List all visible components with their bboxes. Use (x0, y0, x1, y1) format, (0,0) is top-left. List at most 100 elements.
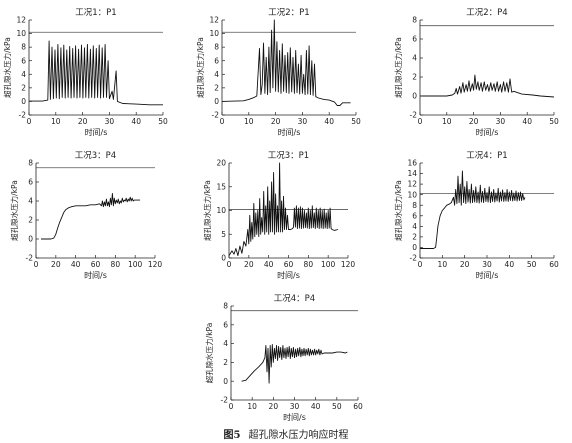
series-line-1 (420, 170, 526, 249)
y-tick-label: 6 (412, 35, 417, 44)
chart-1: 0 10 20 30 40 50-2024681012工况1：P1时间/s超孔隙水压力/k… (2, 8, 168, 137)
x-axis-label: 时间/s (278, 127, 301, 137)
y-tick-label: 0 (223, 377, 228, 386)
x-tick-label: 100 (321, 260, 336, 269)
x-tick-label: 40 (71, 260, 81, 269)
y-tick-label: 0 (412, 243, 417, 252)
x-tick-label: 50 (351, 117, 361, 126)
y-tick-label: 20 (216, 159, 226, 168)
y-tick-label: 12 (407, 180, 417, 189)
figure-caption-text: 超孔隙水压力响应时程 (248, 430, 349, 441)
x-tick-label: 60 (91, 260, 101, 269)
x-tick-label: 20 (460, 260, 470, 269)
x-tick-label: 30 (298, 117, 308, 126)
x-tick-label: 30 (290, 402, 300, 411)
chart-title: 工况3：P1 (268, 151, 309, 161)
chart-title: 工况2：P4 (466, 8, 507, 18)
x-tick-label: 30 (482, 260, 492, 269)
chart-4: 0 20 40 60 80 100 120-202468工况3：P4时间/s超孔隙水压力/k… (9, 151, 162, 280)
x-tick-label: 120 (148, 260, 163, 269)
y-tick-label: -2 (212, 111, 220, 120)
x-axis-label: 时间/s (85, 127, 108, 137)
y-tick-label: -2 (410, 254, 418, 263)
x-tick-label: 100 (128, 260, 143, 269)
x-tick-label: 0 (418, 260, 423, 269)
x-tick-label: 60 (353, 402, 363, 411)
y-tick-label: 2 (412, 232, 417, 241)
y-tick-label: -2 (19, 111, 27, 120)
x-tick-label: 0 (227, 260, 232, 269)
x-tick-label: 50 (158, 117, 168, 126)
y-tick-label: 5 (221, 230, 226, 239)
figure-number: 图5 (223, 430, 241, 441)
x-axis-label: 时间/s (476, 127, 499, 137)
y-tick-label: 6 (412, 211, 417, 220)
y-tick-label: 2 (28, 216, 33, 225)
y-tick-label: 12 (209, 16, 219, 25)
y-axis-label: 超孔隙水压力/kPa (204, 323, 214, 384)
x-tick-label: 50 (549, 117, 559, 126)
x-tick-label: 10 (244, 117, 254, 126)
y-tick-label: 8 (28, 159, 33, 168)
x-tick-label: 0 (229, 402, 234, 411)
chart-2: 0 10 20 30 40 50-2024681012工况2：P1时间/s超孔隙水压力/k… (195, 8, 361, 137)
y-tick-label: 10 (209, 29, 219, 38)
y-axis-label: 超孔隙水压力/kPa (393, 180, 403, 241)
series-line-1 (41, 192, 141, 240)
x-tick-label: 40 (131, 117, 141, 126)
y-axis-label: 超孔隙水压力/kPa (202, 180, 212, 241)
x-tick-label: 50 (527, 260, 537, 269)
chart-5: 0 20 40 60 80 100 120 0 5 10 15 20 工况3：P1 时间/s 超孔隙水压力/… (202, 151, 355, 280)
x-tick-label: 0 (27, 117, 32, 126)
chart-6: 0 10 20 30 40 50 60-20246810121416工况4：P1时间/s超孔… (393, 151, 559, 280)
x-tick-label: 80 (304, 260, 314, 269)
chart-title: 工况2：P1 (268, 8, 309, 18)
y-tick-label: 0 (28, 235, 33, 244)
y-tick-label: 0 (21, 97, 26, 106)
x-tick-label: 50 (332, 402, 342, 411)
chart-title: 工况3：P4 (75, 151, 116, 161)
y-tick-label: -2 (221, 396, 229, 405)
y-tick-label: 4 (223, 339, 228, 348)
y-tick-label: 15 (216, 182, 226, 191)
y-tick-label: 12 (16, 16, 26, 25)
y-tick-label: 0 (214, 97, 219, 106)
y-tick-label: 4 (21, 70, 26, 79)
y-tick-label: 4 (412, 222, 417, 231)
series-line-1 (221, 19, 351, 106)
y-tick-label: 14 (407, 169, 417, 178)
x-tick-label: 60 (284, 260, 294, 269)
x-tick-label: 20 (269, 402, 279, 411)
y-tick-label: 8 (412, 201, 417, 210)
y-tick-label: 4 (412, 54, 417, 63)
y-tick-label: 2 (412, 73, 417, 82)
x-tick-label: 20 (271, 117, 281, 126)
y-tick-label: 10 (216, 206, 226, 215)
x-axis-label: 时间/s (283, 412, 306, 422)
chart-title: 工况1：P1 (75, 8, 116, 18)
y-axis-label: 超孔隙水压力/kPa (195, 37, 205, 98)
series-line-1 (241, 344, 348, 384)
series-line-1 (420, 74, 555, 98)
x-tick-label: 80 (111, 260, 121, 269)
series-line-1 (29, 40, 163, 106)
y-tick-label: 10 (16, 29, 26, 38)
y-tick-label: 8 (214, 43, 219, 52)
x-tick-label: 60 (549, 260, 559, 269)
y-tick-label: 2 (21, 83, 26, 92)
x-tick-label: 20 (78, 117, 88, 126)
y-axis-label: 超孔隙水压力/kPa (2, 37, 12, 98)
x-tick-label: 20 (244, 260, 254, 269)
y-tick-label: 0 (412, 92, 417, 101)
x-tick-label: 0 (220, 117, 225, 126)
y-tick-label: 6 (21, 56, 26, 65)
x-tick-label: 120 (341, 260, 356, 269)
x-tick-label: 0 (34, 260, 39, 269)
x-tick-label: 40 (505, 260, 515, 269)
y-tick-label: -2 (410, 111, 418, 120)
y-axis-label: 超孔隙水压力/kPa (393, 37, 403, 98)
x-tick-label: 10 (247, 402, 257, 411)
x-tick-label: 10 (51, 117, 61, 126)
x-tick-label: 30 (496, 117, 506, 126)
